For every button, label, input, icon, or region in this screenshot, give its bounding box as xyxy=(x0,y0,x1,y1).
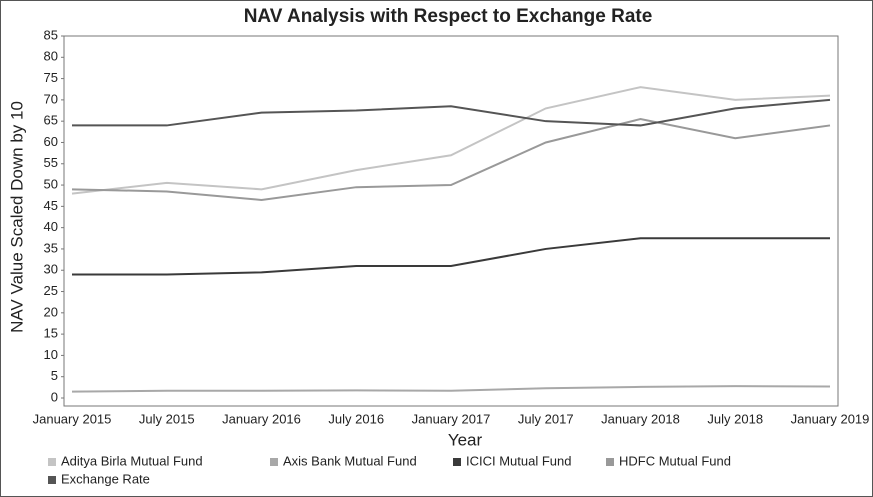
chart-title: NAV Analysis with Respect to Exchange Ra… xyxy=(244,6,653,27)
series-line xyxy=(71,118,831,201)
legend-label: HDFC Mutual Fund xyxy=(619,453,731,468)
x-axis-title: Year xyxy=(448,430,483,449)
series-line xyxy=(71,86,831,195)
y-tick-label: 65 xyxy=(44,113,58,128)
legend-swatch xyxy=(606,458,614,466)
x-tick-label: January 2015 xyxy=(33,411,112,426)
x-tick-label: July 2018 xyxy=(707,411,763,426)
y-tick-label: 70 xyxy=(44,91,58,106)
y-tick-label: 15 xyxy=(44,326,58,341)
y-tick-label: 55 xyxy=(44,155,58,170)
x-tick-label: July 2017 xyxy=(518,411,574,426)
y-tick-label: 30 xyxy=(44,262,58,277)
legend-label: Aditya Birla Mutual Fund xyxy=(61,453,203,468)
y-tick-label: 60 xyxy=(44,134,58,149)
series-line xyxy=(72,98,831,127)
y-tick-label: 10 xyxy=(44,347,58,362)
y-tick-label: 20 xyxy=(44,304,58,319)
legend-label: Axis Bank Mutual Fund xyxy=(283,453,417,468)
y-tick-label: 40 xyxy=(44,219,58,234)
legend-swatch xyxy=(48,458,56,466)
plot-area xyxy=(63,35,839,407)
x-tick-label: January 2017 xyxy=(412,411,491,426)
y-axis-title: NAV Value Scaled Down by 10 xyxy=(7,101,26,333)
legend-label: Exchange Rate xyxy=(61,471,150,486)
x-tick-label: January 2019 xyxy=(791,411,870,426)
y-tick-label: 0 xyxy=(51,389,58,404)
legend-swatch xyxy=(48,476,56,484)
series-line xyxy=(71,385,831,393)
y-tick-label: 25 xyxy=(44,283,58,298)
y-tick-label: 5 xyxy=(51,368,58,383)
y-tick-label: 35 xyxy=(44,240,58,255)
legend-swatch xyxy=(453,458,461,466)
legend-label: ICICI Mutual Fund xyxy=(466,453,572,468)
y-tick-label: 75 xyxy=(44,70,58,85)
x-tick-label: July 2015 xyxy=(139,411,195,426)
series-line xyxy=(72,237,830,276)
y-tick-label: 85 xyxy=(44,27,58,42)
legend-swatch xyxy=(270,458,278,466)
y-tick-label: 80 xyxy=(44,49,58,64)
x-tick-label: January 2018 xyxy=(601,411,680,426)
y-tick-label: 45 xyxy=(44,198,58,213)
x-tick-label: July 2016 xyxy=(328,411,384,426)
y-tick-label: 50 xyxy=(44,176,58,191)
x-tick-label: January 2016 xyxy=(222,411,301,426)
